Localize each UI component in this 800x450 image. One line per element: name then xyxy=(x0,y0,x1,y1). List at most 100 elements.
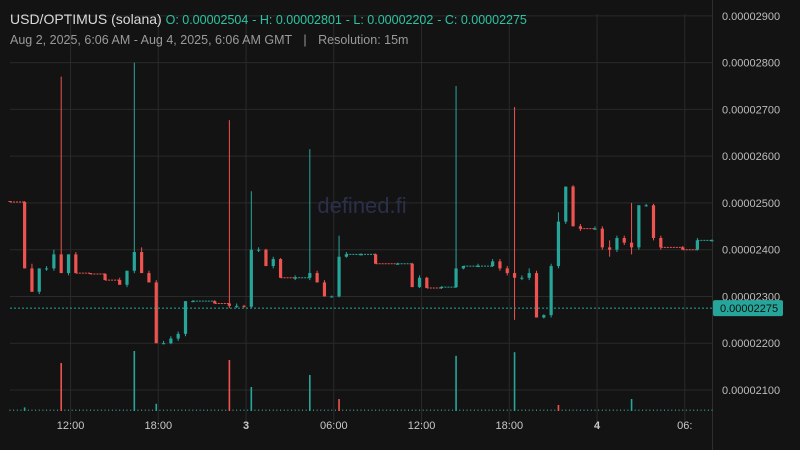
volume-bar xyxy=(408,409,410,411)
candle-body xyxy=(322,282,327,297)
volume-bar xyxy=(598,409,600,411)
chart-header: USD/OPTIMUS (solana) O: 0.00002504 - H: … xyxy=(10,11,527,27)
y-tick-label: 0.00002900 xyxy=(722,11,780,23)
candle-body xyxy=(183,301,188,334)
volume-bar xyxy=(68,409,69,411)
volume-bar xyxy=(536,409,537,411)
volume-bar xyxy=(206,409,208,411)
volume-bar xyxy=(27,409,29,411)
candle-body xyxy=(154,282,158,344)
current-price-tag: 0.00002275 xyxy=(713,300,783,317)
volume-bar xyxy=(316,409,318,411)
volume-bar xyxy=(104,409,106,411)
volume-bar xyxy=(510,409,512,411)
candle-body xyxy=(374,254,378,264)
volume-bar xyxy=(682,409,684,411)
y-tick-label: 0.00002800 xyxy=(722,58,780,70)
volume-bar xyxy=(82,409,84,411)
volume-bar xyxy=(382,409,384,411)
candle-body xyxy=(608,247,612,250)
symbol-label: USD/OPTIMUS (solana) xyxy=(10,11,162,27)
volume-bar xyxy=(693,409,695,411)
current-price-tag-bg xyxy=(713,300,783,317)
volume-bar xyxy=(393,409,395,411)
volume-bar xyxy=(254,409,256,411)
candle-body xyxy=(330,296,334,298)
candle-body xyxy=(491,261,495,267)
candle-body xyxy=(454,268,458,288)
volume-bar xyxy=(386,409,388,411)
volume-bar xyxy=(280,409,282,411)
volume-bar xyxy=(126,409,128,411)
candle-body xyxy=(593,228,597,230)
volume-bar xyxy=(630,399,633,411)
volume-bar xyxy=(192,409,194,411)
volume-bar xyxy=(305,409,307,411)
candle-body xyxy=(578,226,582,229)
x-tick-label: 18:00 xyxy=(145,420,173,432)
candle-body xyxy=(410,263,414,288)
volume-bar xyxy=(331,409,333,411)
volume-bar xyxy=(236,409,238,411)
candle-body xyxy=(74,254,78,274)
volume-bars xyxy=(9,351,713,411)
candle-body xyxy=(278,259,283,278)
y-tick-label: 0.00002500 xyxy=(722,198,780,210)
volume-bar xyxy=(42,409,44,411)
candle-body xyxy=(622,238,626,243)
candle-body xyxy=(498,261,502,269)
volume-bar xyxy=(579,409,581,411)
volume-bar xyxy=(353,409,355,411)
volume-bar xyxy=(345,409,347,411)
volume-bar xyxy=(671,409,673,411)
volume-bar xyxy=(309,375,311,411)
volume-bar xyxy=(174,409,176,411)
volume-bar xyxy=(455,355,457,411)
volume-bar xyxy=(356,409,358,411)
volume-bar xyxy=(587,409,589,411)
candle-body xyxy=(695,240,699,250)
volume-bar xyxy=(492,409,494,411)
volume-bar xyxy=(711,409,713,411)
ohlc-open: O: 0.00002504 xyxy=(165,13,249,27)
candle-body xyxy=(417,277,422,288)
candle-body xyxy=(176,333,180,339)
volume-bar xyxy=(557,405,560,411)
volume-bar xyxy=(634,409,636,411)
ohlc-low: L: 0.00002202 xyxy=(353,13,434,27)
volume-bar xyxy=(645,409,647,411)
grid xyxy=(10,0,713,450)
volume-bar xyxy=(513,352,516,411)
volume-bar xyxy=(437,409,439,411)
volume-bar xyxy=(46,409,48,411)
volume-bar xyxy=(601,409,603,411)
candle-body xyxy=(125,270,129,285)
volume-bar xyxy=(543,409,545,411)
volume-bar xyxy=(320,409,322,411)
volume-bar xyxy=(217,409,219,411)
volume-bar xyxy=(302,409,303,411)
volume-bar xyxy=(499,409,501,411)
volume-bar xyxy=(250,387,253,411)
candle-body xyxy=(344,254,348,257)
volume-bar xyxy=(459,409,461,411)
volume-bar xyxy=(397,409,399,411)
candle-body xyxy=(59,254,63,274)
volume-bar xyxy=(228,360,231,411)
y-tick-label: 0.00002200 xyxy=(722,338,780,350)
volume-bar xyxy=(517,409,519,411)
candle-body xyxy=(264,249,268,267)
candle-body xyxy=(615,238,619,250)
volume-bar xyxy=(97,409,99,411)
volume-bar xyxy=(334,409,336,411)
candle-body xyxy=(337,256,341,297)
candle-body xyxy=(637,205,641,248)
candle-body xyxy=(651,205,656,239)
volume-bar xyxy=(470,409,472,411)
volume-bar xyxy=(9,409,11,411)
volume-bar xyxy=(35,409,37,411)
volume-bar xyxy=(590,409,592,411)
volume-bar xyxy=(64,409,66,411)
volume-bar xyxy=(696,409,698,411)
